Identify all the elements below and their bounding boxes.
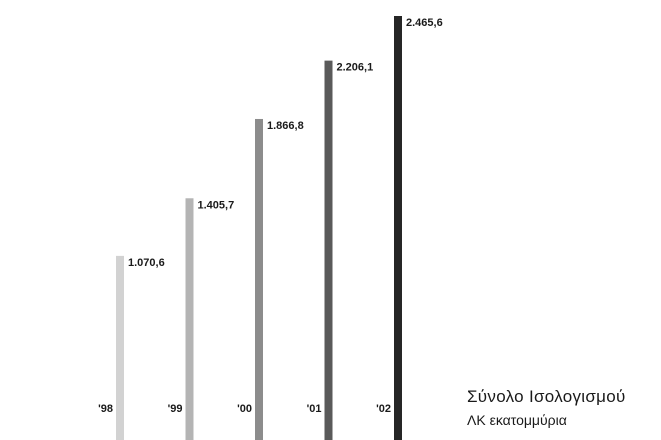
bar-2 — [255, 118, 263, 440]
chart-unit-label: ΛΚ εκατομμύρια — [467, 412, 567, 428]
chart-caption: Σύνολο Ισολογισμού ΛΚ εκατομμύρια — [467, 386, 626, 430]
x-tick-label-4: '02 — [376, 403, 391, 415]
x-tick-label-3: '01 — [307, 403, 322, 415]
bar-value-label-3: 2.206,1 — [337, 62, 374, 74]
bar-value-label-4: 2.465,6 — [406, 17, 443, 29]
bar-value-label-0: 1.070,6 — [128, 257, 165, 269]
x-tick-label-1: '99 — [168, 403, 183, 415]
bar-0 — [116, 255, 124, 440]
bar-4 — [394, 16, 402, 440]
bar-value-label-2: 1.866,8 — [267, 120, 304, 132]
chart-title: Σύνολο Ισολογισμού — [467, 387, 626, 406]
bar-1 — [185, 198, 194, 440]
bar-value-label-1: 1.405,7 — [198, 199, 235, 211]
x-tick-label-0: '98 — [98, 403, 113, 415]
bar-3 — [324, 60, 333, 440]
x-tick-label-2: '00 — [237, 403, 252, 415]
